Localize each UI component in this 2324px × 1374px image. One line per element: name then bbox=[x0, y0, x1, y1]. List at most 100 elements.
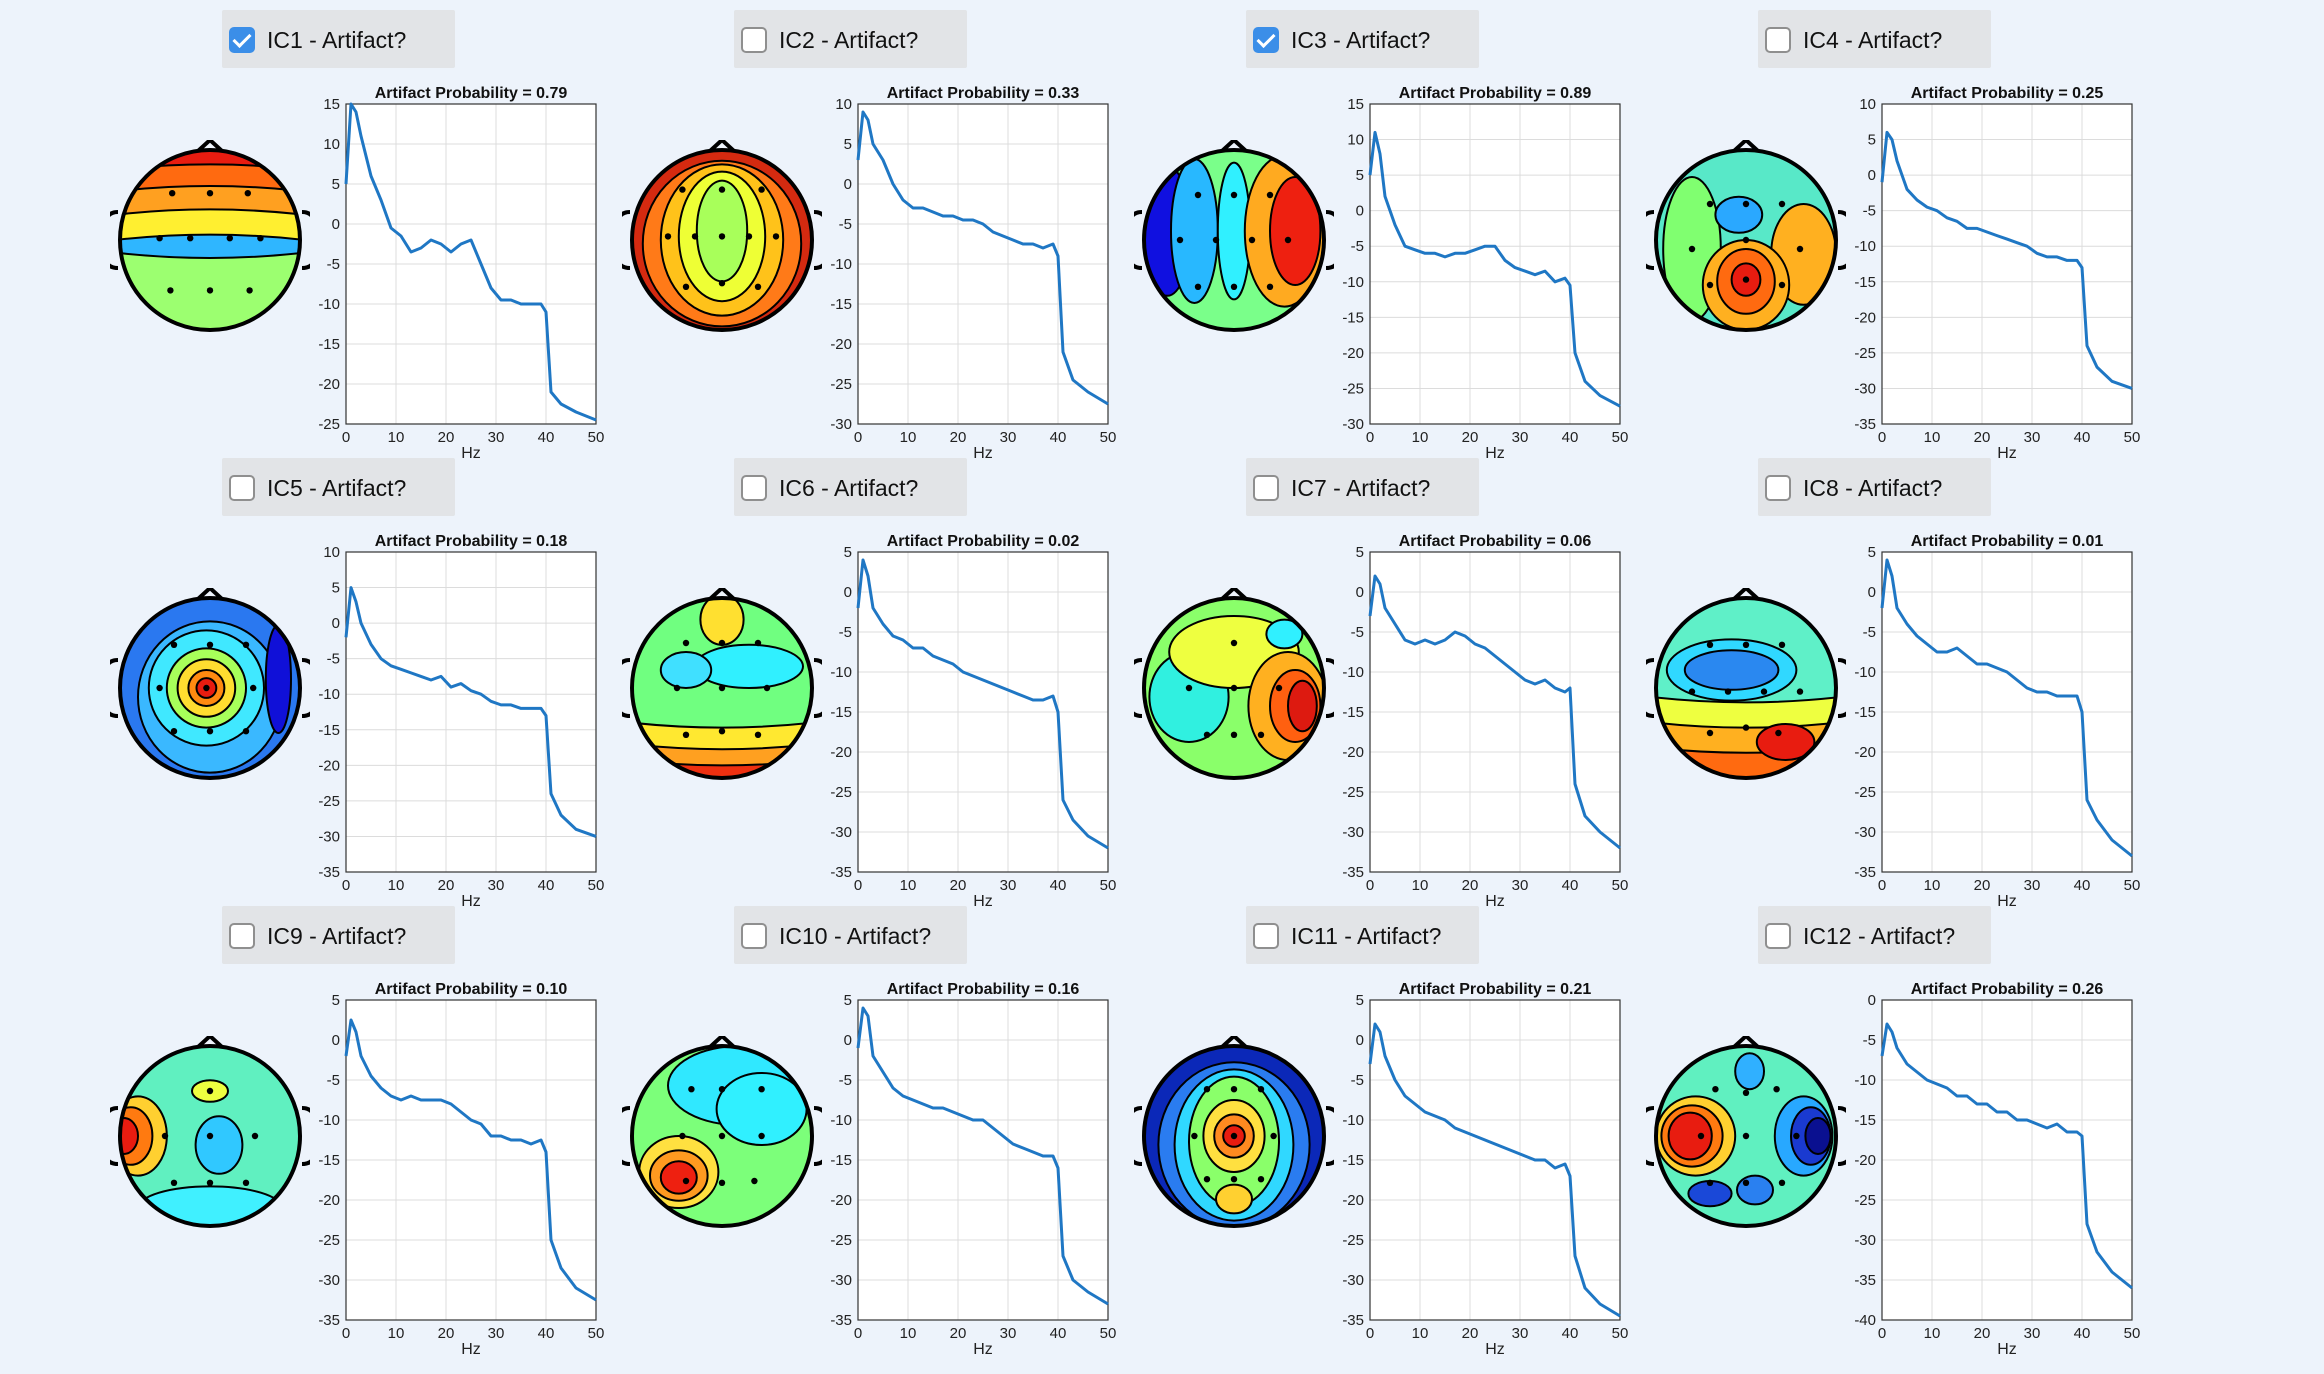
electrode-dot bbox=[1230, 684, 1238, 692]
head-ear-outline bbox=[1646, 658, 1655, 718]
artifact-toggle[interactable]: IC2 - Artifact? bbox=[734, 10, 967, 68]
head-nose-outline bbox=[196, 140, 224, 153]
x-tick-label: 50 bbox=[588, 429, 605, 446]
artifact-checkbox[interactable] bbox=[1253, 475, 1279, 501]
y-tick-label: -20 bbox=[318, 1192, 340, 1209]
x-tick-label: 50 bbox=[1612, 429, 1629, 446]
artifact-checkbox[interactable] bbox=[229, 923, 255, 949]
y-tick-label: -15 bbox=[1854, 1112, 1876, 1129]
y-tick-label: -15 bbox=[318, 336, 340, 353]
artifact-checkbox[interactable] bbox=[741, 27, 767, 53]
artifact-checkbox[interactable] bbox=[741, 475, 767, 501]
electrode-dot bbox=[1191, 1132, 1198, 1140]
scalp-topography-map bbox=[1134, 140, 1334, 332]
artifact-checkbox[interactable] bbox=[1765, 923, 1791, 949]
electrode-dot bbox=[170, 728, 178, 735]
artifact-toggle[interactable]: IC9 - Artifact? bbox=[222, 906, 455, 964]
y-tick-label: -20 bbox=[1342, 345, 1364, 362]
ic-panel: IC3 - Artifact? 15 10 5 0 -5 -10 -15 -20 -25 -30 0 1… bbox=[1134, 0, 1694, 462]
electrode-dot bbox=[758, 186, 765, 193]
artifact-toggle[interactable]: IC11 - Artifact? bbox=[1246, 906, 1479, 964]
artifact-probability-title: Artifact Probability = 0.79 bbox=[375, 85, 568, 102]
y-tick-label: 0 bbox=[1356, 203, 1364, 220]
ic-panel: IC12 - Artifact? 0 -5 -10 -15 -20 -25 -30 -35 -40… bbox=[1646, 896, 2206, 1358]
artifact-toggle[interactable]: IC5 - Artifact? bbox=[222, 458, 455, 516]
head-ear-outline bbox=[1134, 210, 1143, 270]
artifact-checkbox[interactable] bbox=[1765, 27, 1791, 53]
electrode-dot bbox=[1203, 731, 1211, 738]
x-tick-label: 50 bbox=[1100, 877, 1117, 894]
y-tick-label: -20 bbox=[830, 336, 852, 353]
y-tick-label: -30 bbox=[318, 1272, 340, 1289]
y-tick-label: -15 bbox=[1342, 704, 1364, 721]
artifact-toggle[interactable]: IC1 - Artifact? bbox=[222, 10, 455, 68]
spectrum-line bbox=[856, 110, 1109, 406]
electrode-dot bbox=[1270, 1132, 1277, 1140]
y-tick-label: -35 bbox=[1342, 1312, 1364, 1329]
y-tick-label: -35 bbox=[830, 864, 852, 881]
artifact-toggle[interactable]: IC8 - Artifact? bbox=[1758, 458, 1991, 516]
head-nose-outline bbox=[1732, 588, 1760, 601]
x-axis-label: Hz bbox=[973, 893, 993, 910]
y-tick-label: -5 bbox=[839, 624, 852, 641]
y-tick-label: -20 bbox=[1342, 1192, 1364, 1209]
artifact-checkbox[interactable] bbox=[1765, 475, 1791, 501]
electrode-dot bbox=[1706, 200, 1714, 208]
ic-panel: IC8 - Artifact? 5 0 -5 -10 -15 -20 -25 -30 -35 0 10… bbox=[1646, 448, 2206, 910]
artifact-checkbox[interactable] bbox=[229, 27, 255, 53]
head-nose-outline bbox=[1732, 1036, 1760, 1049]
electrode-dot bbox=[1194, 283, 1202, 290]
electrode-dot bbox=[718, 1179, 726, 1186]
x-axis-label: Hz bbox=[1997, 1341, 2017, 1358]
x-tick-label: 30 bbox=[1512, 429, 1529, 446]
y-tick-label: -15 bbox=[1854, 274, 1876, 291]
electrode-dot bbox=[718, 728, 726, 735]
artifact-checkbox[interactable] bbox=[1253, 923, 1279, 949]
artifact-checkbox-label: IC9 - Artifact? bbox=[267, 923, 407, 949]
electrode-dot bbox=[1706, 641, 1714, 648]
artifact-probability-title: Artifact Probability = 0.33 bbox=[887, 85, 1080, 102]
artifact-checkbox[interactable] bbox=[229, 475, 255, 501]
artifact-toggle[interactable]: IC6 - Artifact? bbox=[734, 458, 967, 516]
electrode-dot bbox=[754, 639, 762, 647]
artifact-toggle[interactable]: IC3 - Artifact? bbox=[1246, 10, 1479, 68]
artifact-checkbox-label: IC7 - Artifact? bbox=[1291, 475, 1431, 501]
head-outline bbox=[1142, 1044, 1326, 1228]
electrode-dot bbox=[1212, 236, 1220, 244]
artifact-checkbox[interactable] bbox=[1253, 27, 1279, 53]
y-tick-label: -10 bbox=[1854, 664, 1876, 681]
electrode-dot bbox=[1778, 281, 1786, 289]
artifact-toggle[interactable]: IC10 - Artifact? bbox=[734, 906, 967, 964]
x-tick-label: 20 bbox=[950, 1325, 967, 1342]
artifact-toggle[interactable]: IC7 - Artifact? bbox=[1246, 458, 1479, 516]
x-tick-label: 20 bbox=[438, 429, 455, 446]
electrode-dot bbox=[206, 1179, 214, 1186]
electrode-dot bbox=[1284, 236, 1292, 244]
plot-frame bbox=[857, 103, 1109, 425]
head-nose-outline bbox=[708, 140, 736, 153]
head-ear-outline bbox=[110, 1106, 119, 1166]
plot-frame bbox=[857, 551, 1109, 873]
y-tick-label: -25 bbox=[1342, 784, 1364, 801]
electrode-dot bbox=[156, 684, 163, 692]
electrode-dot bbox=[682, 1177, 690, 1185]
y-tick-label: 5 bbox=[844, 136, 852, 153]
artifact-toggle[interactable]: IC12 - Artifact? bbox=[1758, 906, 1991, 964]
x-axis-label: Hz bbox=[973, 445, 993, 462]
y-tick-label: -20 bbox=[318, 376, 340, 393]
artifact-checkbox[interactable] bbox=[741, 923, 767, 949]
electrode-dot bbox=[745, 233, 753, 240]
scalp-topography-map bbox=[1646, 588, 1846, 780]
x-tick-label: 40 bbox=[1562, 429, 1579, 446]
y-tick-label: 5 bbox=[332, 992, 340, 1009]
head-ear-outline bbox=[1325, 658, 1334, 718]
x-tick-label: 50 bbox=[2124, 429, 2141, 446]
artifact-checkbox-label: IC6 - Artifact? bbox=[779, 475, 919, 501]
x-tick-label: 40 bbox=[1562, 877, 1579, 894]
electrode-dot bbox=[257, 235, 264, 242]
y-tick-label: -30 bbox=[830, 416, 852, 433]
y-tick-label: 5 bbox=[1356, 544, 1364, 561]
electrode-dot bbox=[751, 1177, 758, 1185]
artifact-toggle[interactable]: IC4 - Artifact? bbox=[1758, 10, 1991, 68]
